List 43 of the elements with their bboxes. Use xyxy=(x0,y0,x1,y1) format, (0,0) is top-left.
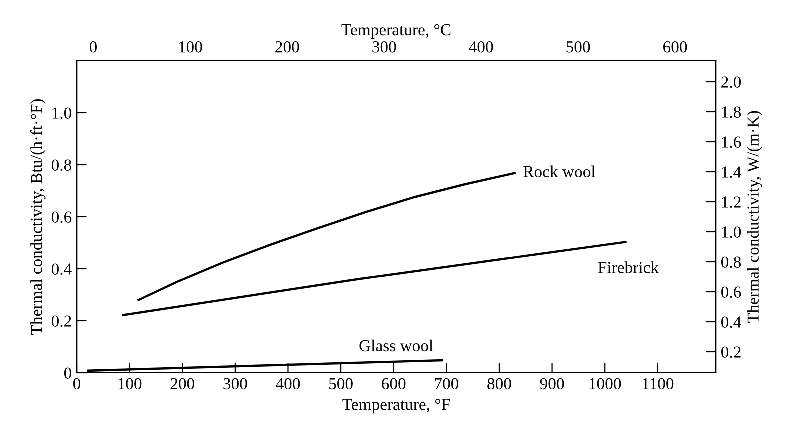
y-tick-label: 0.6 xyxy=(52,212,72,224)
x-tick-label: 600 xyxy=(382,378,406,390)
y2-tick-label: 0.6 xyxy=(721,286,742,298)
x2-tick-label: 600 xyxy=(663,42,688,53)
x-tick-label: 900 xyxy=(540,378,564,390)
series-label: Glass wool xyxy=(360,340,434,352)
x-tick-label: 0 xyxy=(73,378,81,390)
x-tick-label: 100 xyxy=(118,378,142,390)
series-label: Firebrick xyxy=(598,262,660,274)
y-tick-label: 1.0 xyxy=(52,108,72,120)
y2-tick-label: 1.4 xyxy=(722,166,742,178)
x-tick-label: 800 xyxy=(488,378,512,390)
x-tick-label: 300 xyxy=(224,378,248,390)
x-tick-label: 500 xyxy=(330,378,353,390)
y2-tick-label: 0.8 xyxy=(721,256,742,268)
line-series xyxy=(138,172,516,302)
x2-tick-label: 200 xyxy=(276,42,300,53)
y2-axis-title: Thermal conductivity, W/(m·K) xyxy=(747,111,762,324)
y2-tick-label: 0.4 xyxy=(721,316,742,328)
x-tick-label: 700 xyxy=(435,378,459,390)
y2-tick-label: 1.0 xyxy=(722,226,742,238)
y-tick-label: 0 xyxy=(64,368,72,379)
x-tick-label: 200 xyxy=(170,378,194,390)
y2-tick-label: 1.2 xyxy=(722,196,741,208)
y2-tick-label: 0.2 xyxy=(721,346,741,358)
x2-tick-label: 400 xyxy=(469,42,494,53)
y2-tick-label: 1.6 xyxy=(722,136,742,148)
x-tick-label: 1000 xyxy=(590,378,622,390)
y-tick-label: 0.8 xyxy=(52,160,72,172)
x-tick-label: 1100 xyxy=(643,378,674,390)
x-axis-title: Temperature, °F xyxy=(342,399,450,414)
x2-axis-title: Temperature, °C xyxy=(342,24,451,40)
y2-tick-label: 2.0 xyxy=(722,76,742,88)
x2-tick-label: 500 xyxy=(566,42,590,53)
x-tick-label: 400 xyxy=(276,378,300,390)
y-axis-title: Thermal conductivity, Btu/(h·ft·°F) xyxy=(30,99,46,335)
x2-tick-label: 0 xyxy=(90,42,98,53)
series-label: Rock wool xyxy=(524,166,596,178)
y-tick-label: 0.4 xyxy=(52,264,72,276)
y2-tick-label: 1.8 xyxy=(722,106,742,118)
y-tick-label: 0.2 xyxy=(52,316,72,328)
x2-tick-label: 100 xyxy=(179,42,202,53)
x2-tick-label: 300 xyxy=(372,42,396,53)
